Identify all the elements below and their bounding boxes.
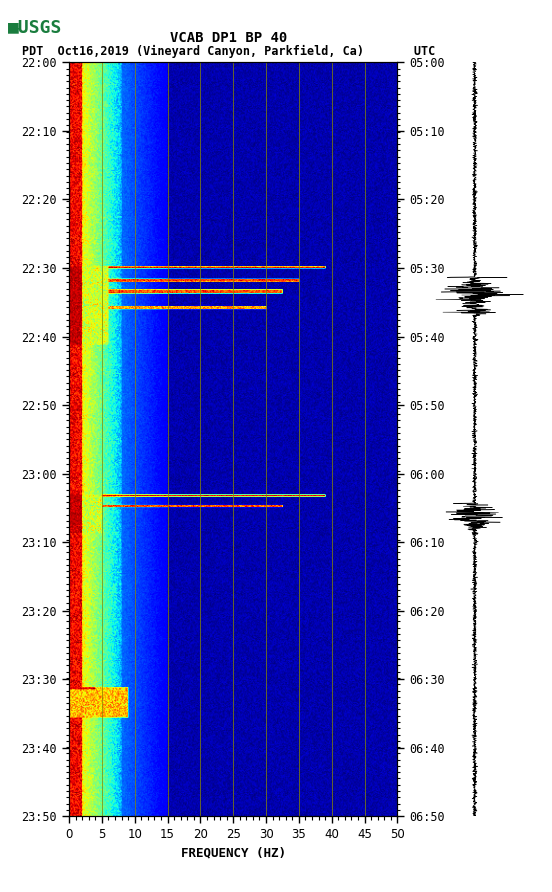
- Text: VCAB DP1 BP 40: VCAB DP1 BP 40: [171, 30, 288, 45]
- Text: PDT  Oct16,2019 (Vineyard Canyon, Parkfield, Ca)       UTC: PDT Oct16,2019 (Vineyard Canyon, Parkfie…: [23, 45, 436, 58]
- X-axis label: FREQUENCY (HZ): FREQUENCY (HZ): [181, 847, 286, 860]
- Text: ■USGS: ■USGS: [8, 18, 63, 36]
